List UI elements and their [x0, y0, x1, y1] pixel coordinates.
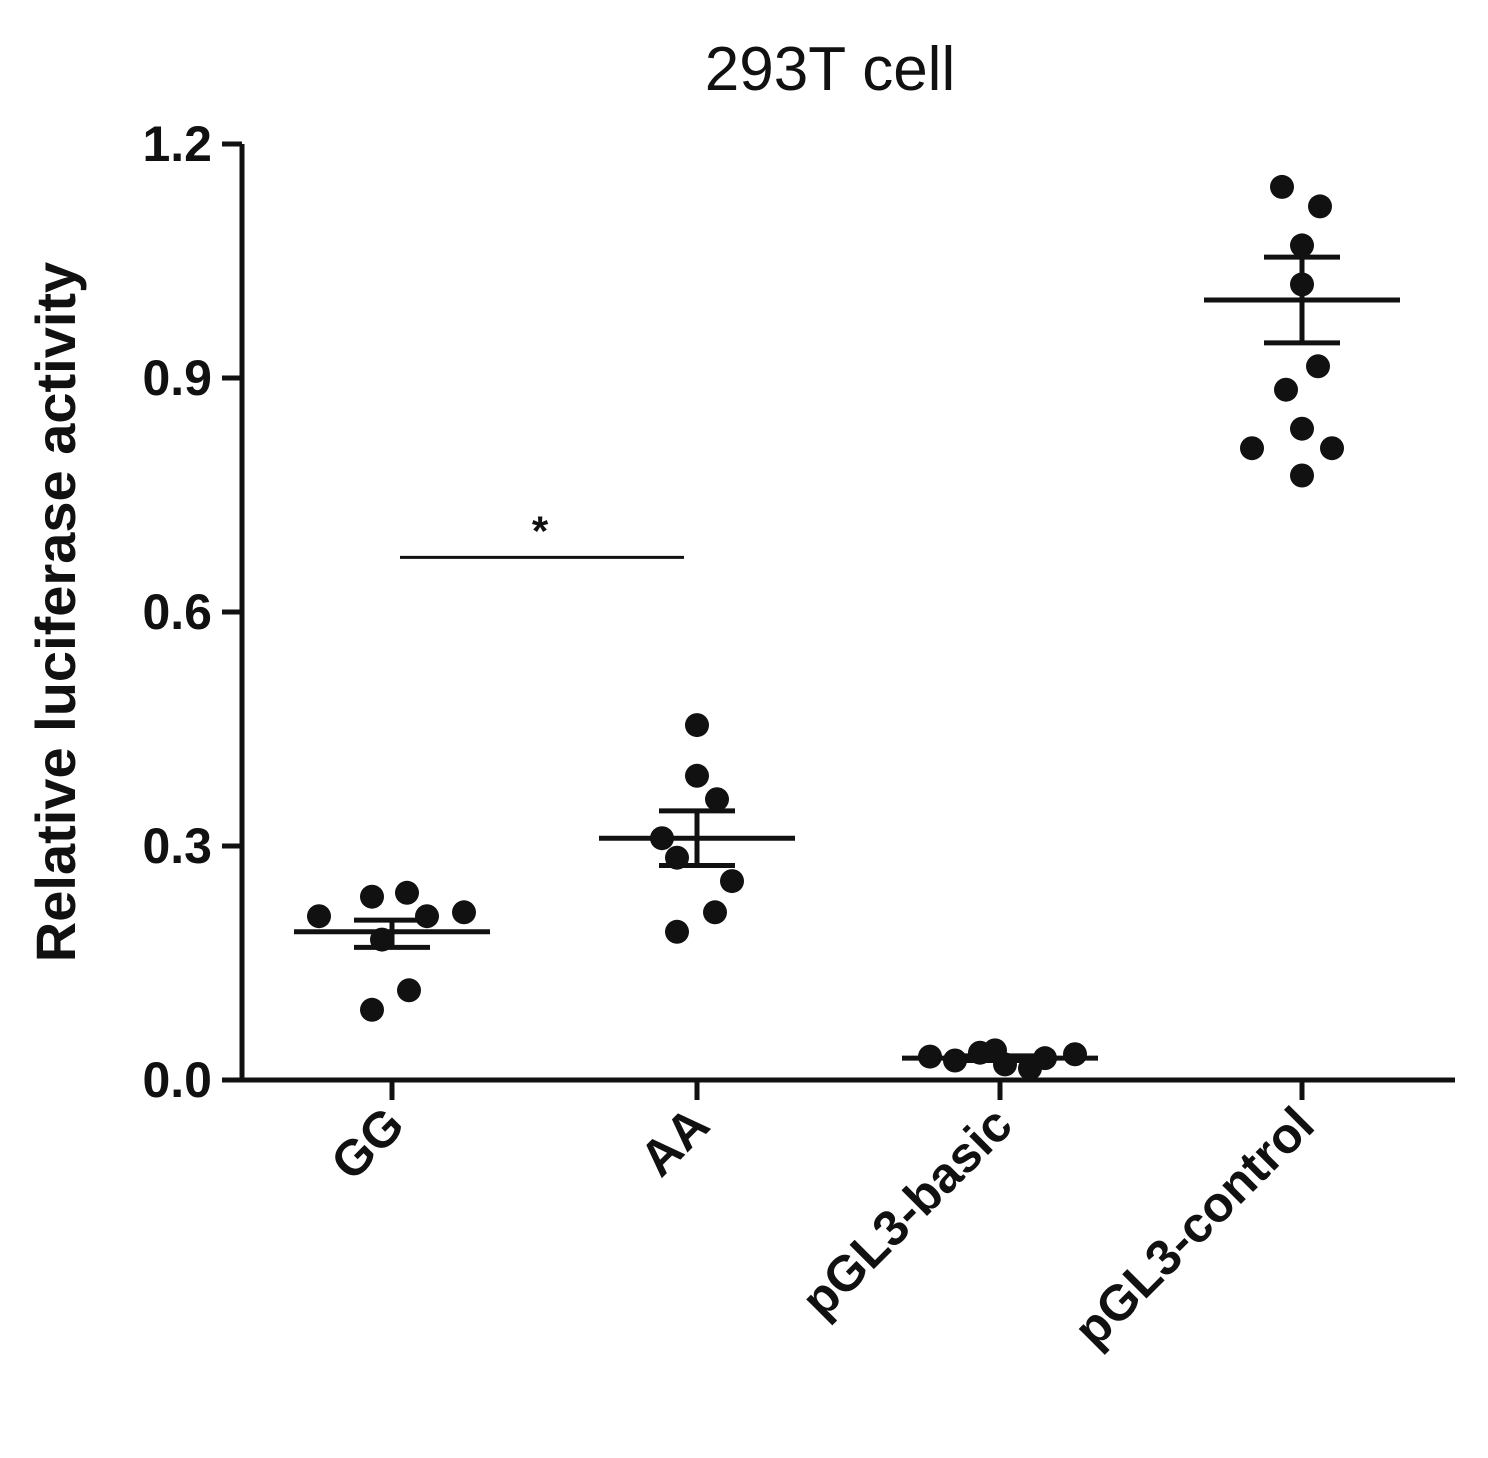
y-tick-label: 1.2: [142, 116, 212, 172]
y-tick-label: 0.6: [142, 584, 212, 640]
data-point: [705, 787, 729, 812]
data-point: [452, 900, 476, 925]
y-tick-label: 0.3: [142, 818, 212, 874]
x-tick-label: GG: [320, 1096, 415, 1191]
significance-annotations: *: [400, 507, 684, 559]
data-groups: [294, 174, 1400, 1081]
significance-label: *: [532, 507, 549, 554]
data-point: [1308, 194, 1332, 219]
group-aa: [599, 713, 795, 944]
data-point: [1240, 436, 1264, 461]
x-tick-label: pGL3-control: [1063, 1096, 1325, 1358]
x-tick-label: AA: [629, 1096, 720, 1187]
group-pgl3-control: [1204, 174, 1400, 488]
data-point: [685, 763, 709, 788]
data-point: [665, 919, 689, 944]
y-ticks: 0.0 0.3 0.6 0.9 1.2: [142, 116, 242, 1108]
group-gg: [294, 880, 490, 1022]
data-point: [1290, 463, 1314, 488]
data-point: [720, 869, 744, 894]
axes: [239, 144, 1455, 1083]
data-point: [395, 880, 419, 905]
data-point: [307, 904, 331, 929]
y-axis-label: Relative luciferase activity: [24, 262, 87, 962]
group-pgl3-basic: [902, 1038, 1098, 1081]
x-ticks: GG AA pGL3-basic pGL3-control: [320, 1080, 1325, 1358]
chart-title: 293T cell: [705, 35, 955, 104]
data-point: [1290, 233, 1314, 258]
y-tick-label: 0.9: [142, 350, 212, 406]
data-point: [397, 978, 421, 1003]
data-point: [415, 904, 439, 929]
x-tick-label: pGL3-basic: [791, 1096, 1023, 1328]
data-point: [1270, 174, 1294, 199]
data-point: [1306, 354, 1330, 379]
data-point: [1274, 377, 1298, 402]
data-point: [1320, 436, 1344, 461]
y-tick-label: 0.0: [142, 1052, 212, 1108]
data-point: [1290, 416, 1314, 441]
data-point: [360, 884, 384, 909]
data-point: [360, 997, 384, 1022]
data-point: [1063, 1042, 1087, 1067]
data-point: [685, 713, 709, 738]
data-point: [703, 900, 727, 925]
